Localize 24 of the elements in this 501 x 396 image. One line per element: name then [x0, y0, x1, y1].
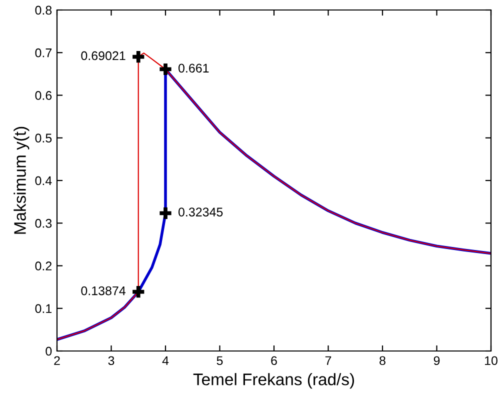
x-tick-label: 7 — [325, 356, 332, 365]
y-tick-label: 0.8 — [35, 6, 52, 15]
x-tick-label: 2 — [54, 356, 60, 365]
data-label: 0.661 — [178, 64, 209, 73]
x-tick-label: 3 — [108, 356, 114, 366]
data-label: 0.13874 — [81, 286, 126, 296]
y-tick-label: 0.1 — [35, 304, 52, 314]
x-axis-title: Temel Frekans (rad/s) — [193, 373, 354, 389]
y-tick-label: 0.5 — [35, 134, 52, 143]
x-tick-label: 6 — [271, 356, 277, 366]
y-tick-label: 0.4 — [35, 176, 52, 186]
data-label: 0.69021 — [81, 51, 126, 60]
y-tick-label: 0.2 — [35, 262, 52, 270]
x-tick-label: 8 — [380, 356, 386, 366]
data-label: 0.32345 — [178, 208, 223, 216]
y-tick-label: 0.3 — [35, 218, 52, 228]
x-tick-label: 10 — [485, 356, 498, 366]
x-tick-label: 5 — [216, 356, 223, 366]
x-tick-label: 4 — [162, 356, 169, 365]
y-axis-title: Maksimum y(t) — [14, 126, 30, 234]
x-tick-label: 9 — [434, 356, 440, 366]
y-tick-label: 0 — [46, 346, 52, 356]
y-tick-label: 0.6 — [35, 91, 52, 100]
y-tick-label: 0.7 — [35, 48, 52, 58]
